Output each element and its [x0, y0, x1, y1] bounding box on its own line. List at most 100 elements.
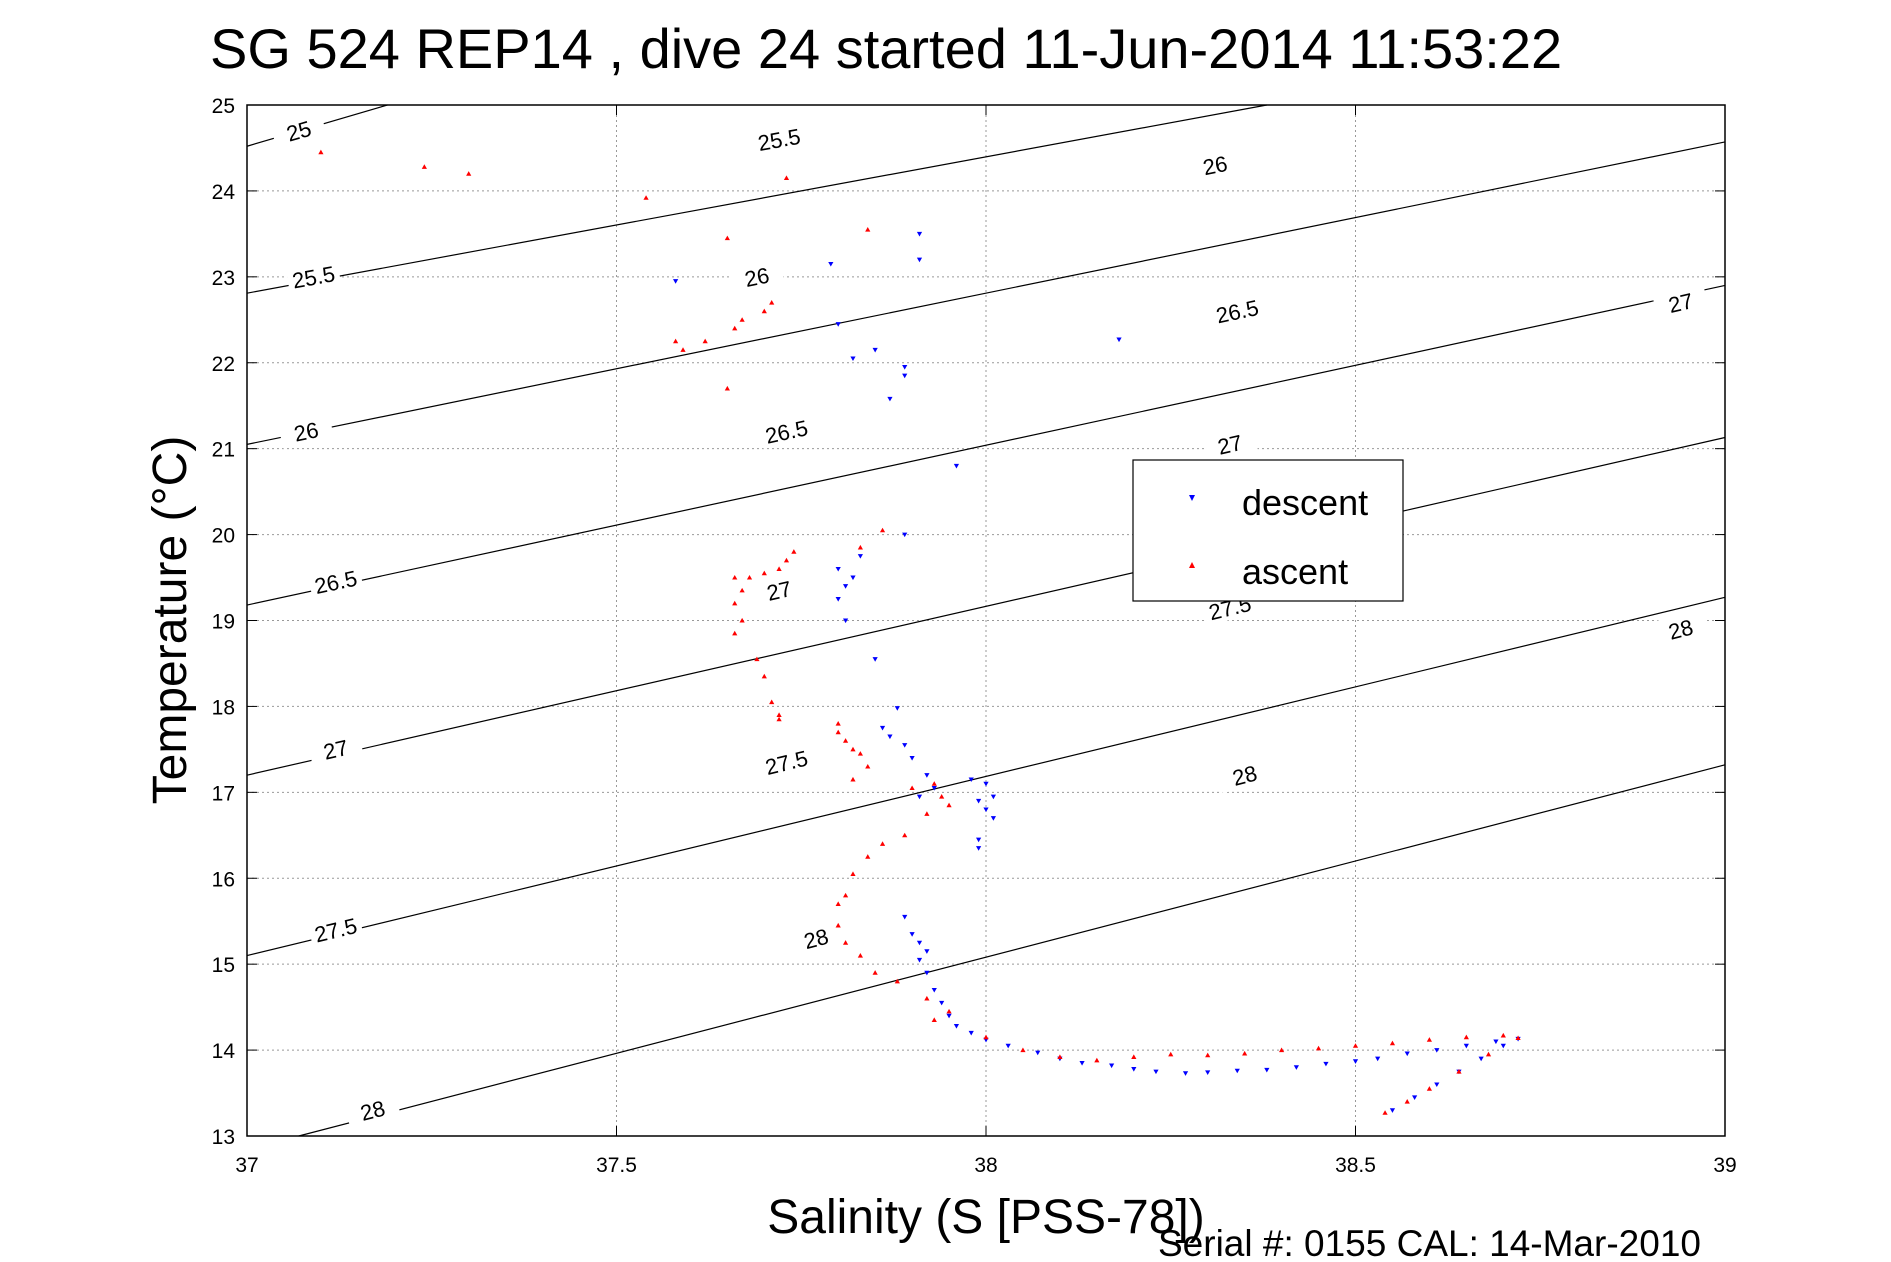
- descent-point: [879, 725, 886, 731]
- descent-point: [946, 1013, 952, 1019]
- ascent-point: [879, 527, 886, 533]
- descent-point: [1463, 1043, 1469, 1049]
- contour-label-background: [307, 562, 364, 600]
- y-tick-label: 18: [212, 696, 235, 719]
- contour-label: 26.5: [1214, 295, 1261, 328]
- descent-point: [872, 347, 878, 353]
- ascent-point: [939, 794, 945, 799]
- contour-label: 26: [743, 263, 772, 292]
- contour-label-background: [307, 910, 364, 948]
- ascent-point: [739, 617, 745, 623]
- descent-point: [931, 786, 937, 791]
- legend-ascent-marker: [1189, 562, 1195, 568]
- descent-point: [1434, 1082, 1440, 1088]
- descent-point: [1352, 1059, 1359, 1064]
- ascent-point: [1456, 1068, 1462, 1074]
- y-tick-label: 25: [212, 95, 235, 118]
- contour-label: 28: [358, 1096, 388, 1126]
- x-tick-label: 37.5: [596, 1154, 637, 1177]
- ascent-point: [776, 712, 782, 718]
- contour-label: 26.5: [312, 566, 359, 599]
- contour-label-background: [758, 412, 815, 449]
- contour-label: 27: [764, 576, 793, 606]
- descent-point: [1412, 1095, 1418, 1100]
- legend-ascent-label: ascent: [1242, 551, 1348, 592]
- contour-label-background: [277, 412, 334, 449]
- density-contours: 2525.525.526262626.526.526.52727272727.5…: [246, 104, 1726, 1137]
- ascent-point: [842, 892, 849, 898]
- contour-label-background: [757, 742, 815, 781]
- y-tick-label: 13: [212, 1126, 235, 1149]
- descent-point: [1153, 1069, 1159, 1075]
- contour-label-background: [1201, 424, 1258, 462]
- descent-point: [1264, 1067, 1270, 1073]
- descent-point: [902, 373, 908, 379]
- ascent-point: [1463, 1034, 1469, 1040]
- ascent-point: [1515, 1035, 1521, 1041]
- descent-point: [931, 987, 937, 993]
- ascent-point: [732, 574, 738, 580]
- ascent-point: [318, 149, 324, 155]
- ascent-point: [1426, 1086, 1432, 1091]
- ascent-point: [865, 854, 871, 859]
- descent-point: [990, 816, 996, 821]
- contour-label-background: [1651, 608, 1709, 648]
- ascent-point: [1382, 1110, 1388, 1115]
- series-descent: [673, 231, 1521, 1113]
- ascent-point: [1279, 1047, 1285, 1053]
- descent-point: [916, 257, 923, 263]
- y-tick-label: 24: [212, 181, 236, 204]
- ascent-point: [724, 235, 730, 241]
- descent-point: [1500, 1043, 1506, 1049]
- ascent-point: [931, 1017, 937, 1023]
- contour-label: 27: [1215, 430, 1244, 460]
- x-tick-label: 39: [1713, 1154, 1736, 1177]
- ascent-point: [1057, 1054, 1063, 1059]
- ascent-point: [902, 832, 908, 838]
- ascent-point: [865, 763, 871, 769]
- ascent-point: [872, 970, 878, 975]
- chart-title: SG 524 REP14 , dive 24 started 11-Jun-20…: [210, 17, 1562, 80]
- ascent-point: [769, 699, 775, 705]
- contour-label-background: [1652, 283, 1709, 321]
- contour-label: 26: [292, 417, 321, 446]
- y-tick-label: 21: [212, 439, 235, 462]
- density-contour-line: [246, 436, 1726, 776]
- descent-point: [1323, 1061, 1329, 1067]
- contour-label: 27.5: [312, 913, 360, 947]
- ascent-point: [946, 1008, 952, 1014]
- descent-point: [872, 657, 878, 662]
- ascent-point: [909, 785, 915, 791]
- serial-calibration-note: Serial #: 0155 CAL: 14-Mar-2010: [1158, 1223, 1701, 1262]
- contour-label-background: [1215, 755, 1273, 794]
- descent-point: [1035, 1050, 1041, 1056]
- x-tick-label: 38.5: [1335, 1154, 1376, 1177]
- contour-label: 27.5: [763, 746, 811, 780]
- ascent-point: [739, 317, 745, 322]
- descent-point: [976, 837, 982, 843]
- ascent-point: [850, 746, 856, 752]
- descent-point: [916, 940, 923, 946]
- descent-point: [835, 322, 841, 327]
- y-tick-label: 16: [212, 868, 235, 891]
- descent-point: [835, 597, 841, 602]
- descent-point: [916, 957, 923, 963]
- ascent-point: [466, 171, 472, 176]
- ascent-point: [754, 656, 760, 662]
- ascent-point: [421, 164, 427, 169]
- descent-point: [939, 1000, 945, 1006]
- descent-point: [887, 396, 893, 402]
- descent-point: [976, 798, 982, 804]
- ascent-point: [842, 940, 849, 945]
- density-contour-line: [298, 764, 1726, 1137]
- ascent-point: [1168, 1051, 1174, 1057]
- ascent-point: [1485, 1051, 1492, 1057]
- descent-point: [1116, 337, 1122, 343]
- ascent-point: [783, 175, 790, 181]
- data-points: [318, 149, 1521, 1115]
- descent-point: [850, 575, 856, 581]
- ascent-point: [791, 549, 797, 554]
- ascent-point: [680, 347, 686, 352]
- contour-label-background: [750, 120, 807, 156]
